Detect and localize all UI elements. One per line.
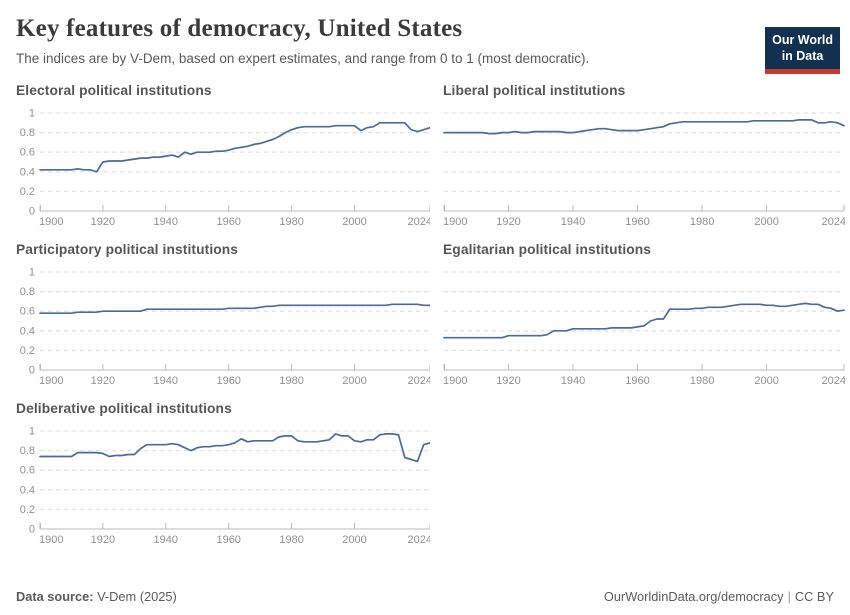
line-chart-egalitarian: 1900 1920 1940 1960 1980 2000 2024	[443, 264, 845, 391]
data-source-value: V-Dem (2025)	[93, 589, 177, 604]
line-chart-svg: 0 0.2 0.4 0.6 0.8 1 1900 1920 1940 1960 1980 2000 20…	[20, 426, 430, 546]
footer-license: CC BY	[794, 589, 834, 604]
svg-text:0.2: 0.2	[20, 186, 35, 198]
svg-text:2000: 2000	[754, 375, 778, 387]
owid-logo-line1: Our World	[772, 33, 833, 47]
svg-text:0.4: 0.4	[20, 484, 35, 496]
svg-text:2024: 2024	[822, 375, 845, 387]
svg-text:0.8: 0.8	[20, 127, 35, 139]
svg-text:0.2: 0.2	[20, 504, 35, 516]
svg-text:1900: 1900	[39, 534, 63, 546]
svg-text:0.4: 0.4	[20, 166, 35, 178]
line-chart-svg: 1900 1920 1940 1960 1980 2000 2024	[443, 271, 845, 387]
svg-text:0.6: 0.6	[20, 465, 35, 477]
svg-text:1900: 1900	[39, 216, 63, 228]
footer-attribution: OurWorldinData.org/democracy | CC BY	[604, 589, 834, 604]
svg-text:0.8: 0.8	[20, 445, 35, 457]
svg-text:2024: 2024	[408, 375, 430, 387]
svg-text:2000: 2000	[342, 534, 366, 546]
chart-title-egalitarian: Egalitarian political institutions	[443, 242, 652, 257]
owid-logo-line2: in Data	[781, 49, 824, 64]
panel-electoral: Electoral political institutions 0 0.2 0.4…	[16, 83, 430, 232]
footer-separator: |	[787, 589, 791, 604]
footer-url: OurWorldinData.org/democracy	[603, 589, 784, 604]
svg-text:2024: 2024	[408, 534, 430, 546]
data-source: Data source: V-Dem (2025)	[16, 589, 177, 604]
page-title: Key features of democracy, United States	[16, 15, 463, 42]
line-chart-electoral: 0 0.2 0.4 0.6 0.8 1 1900 1920 1940 1960 1980 2000 20…	[16, 105, 430, 232]
panel-deliberative: Deliberative political institutions 0 0.2…	[16, 401, 430, 550]
svg-text:1960: 1960	[216, 216, 240, 228]
panel-egalitarian: Egalitarian political institutions 1900 1…	[443, 242, 845, 391]
svg-text:1900: 1900	[443, 375, 467, 387]
svg-text:0.6: 0.6	[20, 147, 35, 159]
svg-text:0.8: 0.8	[20, 286, 35, 298]
line-chart-participatory: 0 0.2 0.4 0.6 0.8 1 1900 1920 1940 1960 1980 2000 20…	[16, 264, 430, 391]
panel-participatory: Participatory political institutions 0 0.…	[16, 242, 430, 391]
chart-title-deliberative: Deliberative political institutions	[16, 401, 232, 416]
page-subtitle: The indices are by V-Dem, based on exper…	[16, 51, 590, 66]
svg-text:0: 0	[29, 524, 35, 536]
svg-text:2000: 2000	[754, 216, 778, 228]
svg-text:1940: 1940	[154, 216, 178, 228]
svg-text:1960: 1960	[216, 375, 240, 387]
svg-text:1980: 1980	[279, 375, 303, 387]
line-chart-svg: 1900 1920 1940 1960 1980 2000 2024	[443, 112, 845, 228]
line-chart-svg: 0 0.2 0.4 0.6 0.8 1 1900 1920 1940 1960 1980 2000 20…	[20, 267, 430, 387]
svg-text:1960: 1960	[625, 216, 649, 228]
svg-text:1: 1	[29, 267, 35, 279]
svg-text:1940: 1940	[154, 375, 178, 387]
svg-text:1920: 1920	[496, 216, 520, 228]
svg-text:1920: 1920	[91, 534, 115, 546]
data-source-label: Data source:	[16, 589, 94, 604]
svg-text:2024: 2024	[822, 216, 845, 228]
svg-text:1920: 1920	[91, 216, 115, 228]
header: Key features of democracy, United States…	[16, 15, 834, 66]
svg-text:0: 0	[29, 206, 35, 218]
svg-text:1980: 1980	[690, 216, 714, 228]
svg-text:1: 1	[29, 426, 35, 438]
line-chart-liberal: 1900 1920 1940 1960 1980 2000 2024	[443, 105, 845, 232]
line-chart-deliberative: 0 0.2 0.4 0.6 0.8 1 1900 1920 1940 1960 1980 2000 20…	[16, 423, 430, 550]
owid-logo: Our World in Data	[765, 27, 840, 74]
svg-text:1920: 1920	[91, 375, 115, 387]
svg-text:1940: 1940	[561, 375, 585, 387]
chart-title-participatory: Participatory political institutions	[16, 242, 239, 257]
svg-text:2000: 2000	[342, 216, 366, 228]
svg-text:2000: 2000	[342, 375, 366, 387]
svg-text:0.4: 0.4	[20, 325, 35, 337]
svg-text:1980: 1980	[690, 375, 714, 387]
footer: Data source: V-Dem (2025) OurWorldinData…	[16, 589, 834, 604]
charts-grid: Electoral political institutions 0 0.2 0.4…	[16, 83, 850, 550]
svg-text:1: 1	[29, 108, 35, 120]
svg-text:1980: 1980	[279, 534, 303, 546]
svg-text:1980: 1980	[279, 216, 303, 228]
svg-text:0: 0	[29, 365, 35, 377]
line-chart-svg: 0 0.2 0.4 0.6 0.8 1 1900 1920 1940 1960 1980 2000 20…	[20, 108, 430, 228]
chart-title-liberal: Liberal political institutions	[443, 83, 626, 98]
svg-text:1940: 1940	[561, 216, 585, 228]
svg-text:1900: 1900	[39, 375, 63, 387]
svg-text:0.6: 0.6	[20, 306, 35, 318]
svg-text:1940: 1940	[154, 534, 178, 546]
svg-text:1960: 1960	[625, 375, 649, 387]
svg-text:1920: 1920	[496, 375, 520, 387]
panel-liberal: Liberal political institutions 1900 1920 1…	[443, 83, 845, 232]
svg-text:0.2: 0.2	[20, 345, 35, 357]
svg-text:2024: 2024	[408, 216, 430, 228]
svg-text:1960: 1960	[216, 534, 240, 546]
svg-text:1900: 1900	[443, 216, 467, 228]
chart-title-electoral: Electoral political institutions	[16, 83, 212, 98]
